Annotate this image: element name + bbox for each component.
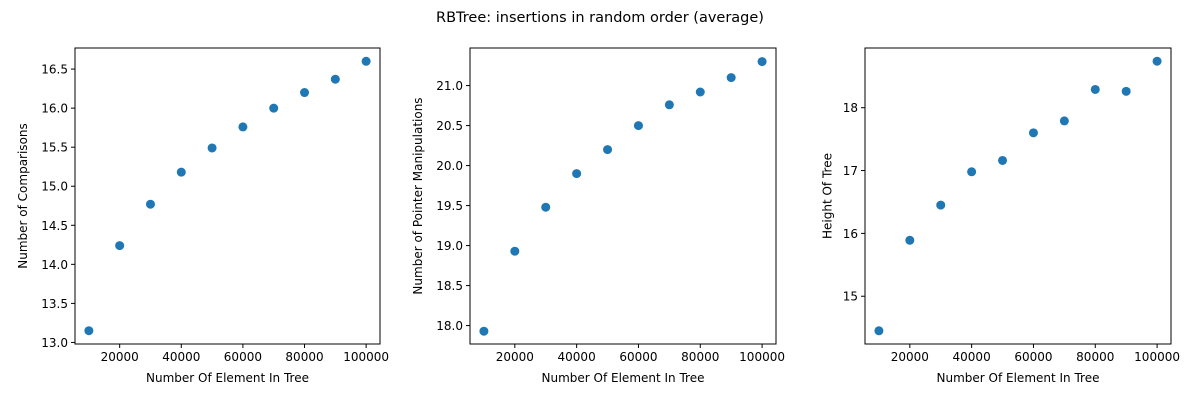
y-tick-label: 13.5 [41,297,68,311]
data-point [115,241,125,251]
y-tick-label: 14.0 [41,258,68,272]
x-tick-label: 20000 [101,350,139,364]
y-tick-label: 17 [843,164,858,178]
data-point [541,202,551,212]
y-tick-label: 18.5 [436,279,463,293]
data-point [361,56,371,66]
y-tick-label: 21.0 [436,79,463,93]
x-axis-label: Number Of Element In Tree [937,371,1100,385]
data-point [757,57,767,67]
data-point [572,169,582,179]
data-point [300,88,310,98]
axes-frame [74,47,381,345]
data-point [874,326,884,336]
subplot-2: 20000 40000 60000 80000 100000 18.0 18.5 19.0 19… [411,47,785,385]
data-point [510,246,520,256]
y-axis-label: Number of Comparisons [16,123,30,269]
y-tick-label: 16.5 [41,63,68,77]
data-point [695,87,705,97]
y-tick-label: 18 [843,101,858,115]
x-tick-label: 100000 [343,350,389,364]
y-tick-label: 19.0 [436,239,463,253]
x-tick-label: 60000 [224,350,262,364]
subplot-1: 20000 40000 60000 80000 100000 13.0 13.5 14.0 14… [16,47,389,385]
data-point [998,155,1008,165]
data-point [633,121,643,131]
data-point [145,199,155,209]
x-tick-label: 100000 [739,350,785,364]
x-tick-label: 60000 [1014,350,1052,364]
data-point [269,103,279,113]
y-axis-label: Number of Pointer Manipulations [411,97,425,294]
data-point [1028,128,1038,138]
data-point [207,143,217,153]
x-tick-label: 60000 [619,350,657,364]
data-point [664,100,674,110]
data-point [905,235,915,245]
x-tick-label: 40000 [162,350,200,364]
x-tick-label: 40000 [558,350,596,364]
subplots-container: 20000 40000 60000 80000 100000 13.0 13.5 14.0 14… [16,47,1180,385]
y-tick-label: 16.0 [41,102,68,116]
y-axis-label: Height Of Tree [820,153,834,239]
data-point [967,167,977,177]
y-tick-label: 20.0 [436,159,463,173]
data-point [1090,84,1100,94]
x-tick-label: 80000 [1076,350,1114,364]
data-point [1059,116,1069,126]
y-tick-label: 20.5 [436,119,463,133]
data-point [1152,56,1162,66]
data-point [1121,86,1131,96]
data-point [330,74,340,84]
data-point [84,326,94,336]
y-tick-label: 14.5 [41,219,68,233]
y-tick-label: 15.5 [41,141,68,155]
figure-title: RBTree: insertions in random order (aver… [436,10,764,26]
data-point [238,122,248,132]
data-point [726,73,736,83]
data-point [603,145,613,155]
y-tick-label: 15 [843,290,858,304]
x-tick-label: 100000 [1134,350,1180,364]
y-tick-label: 16 [843,227,858,241]
x-tick-label: 20000 [891,350,929,364]
x-tick-label: 40000 [953,350,991,364]
y-tick-label: 13.0 [41,336,68,350]
axes-frame [864,47,1172,345]
x-axis-label: Number Of Element In Tree [146,371,309,385]
x-tick-label: 80000 [285,350,323,364]
data-point [936,200,946,210]
subplot-3: 20000 40000 60000 80000 100000 15 16 17 18 Number… [820,47,1180,385]
x-axis-label: Number Of Element In Tree [542,371,705,385]
y-tick-label: 19.5 [436,199,463,213]
y-tick-label: 18.0 [436,319,463,333]
x-tick-label: 80000 [681,350,719,364]
data-point [479,326,489,336]
axes-frame [469,47,777,345]
data-point [176,167,186,177]
y-tick-label: 15.0 [41,180,68,194]
x-tick-label: 20000 [496,350,534,364]
